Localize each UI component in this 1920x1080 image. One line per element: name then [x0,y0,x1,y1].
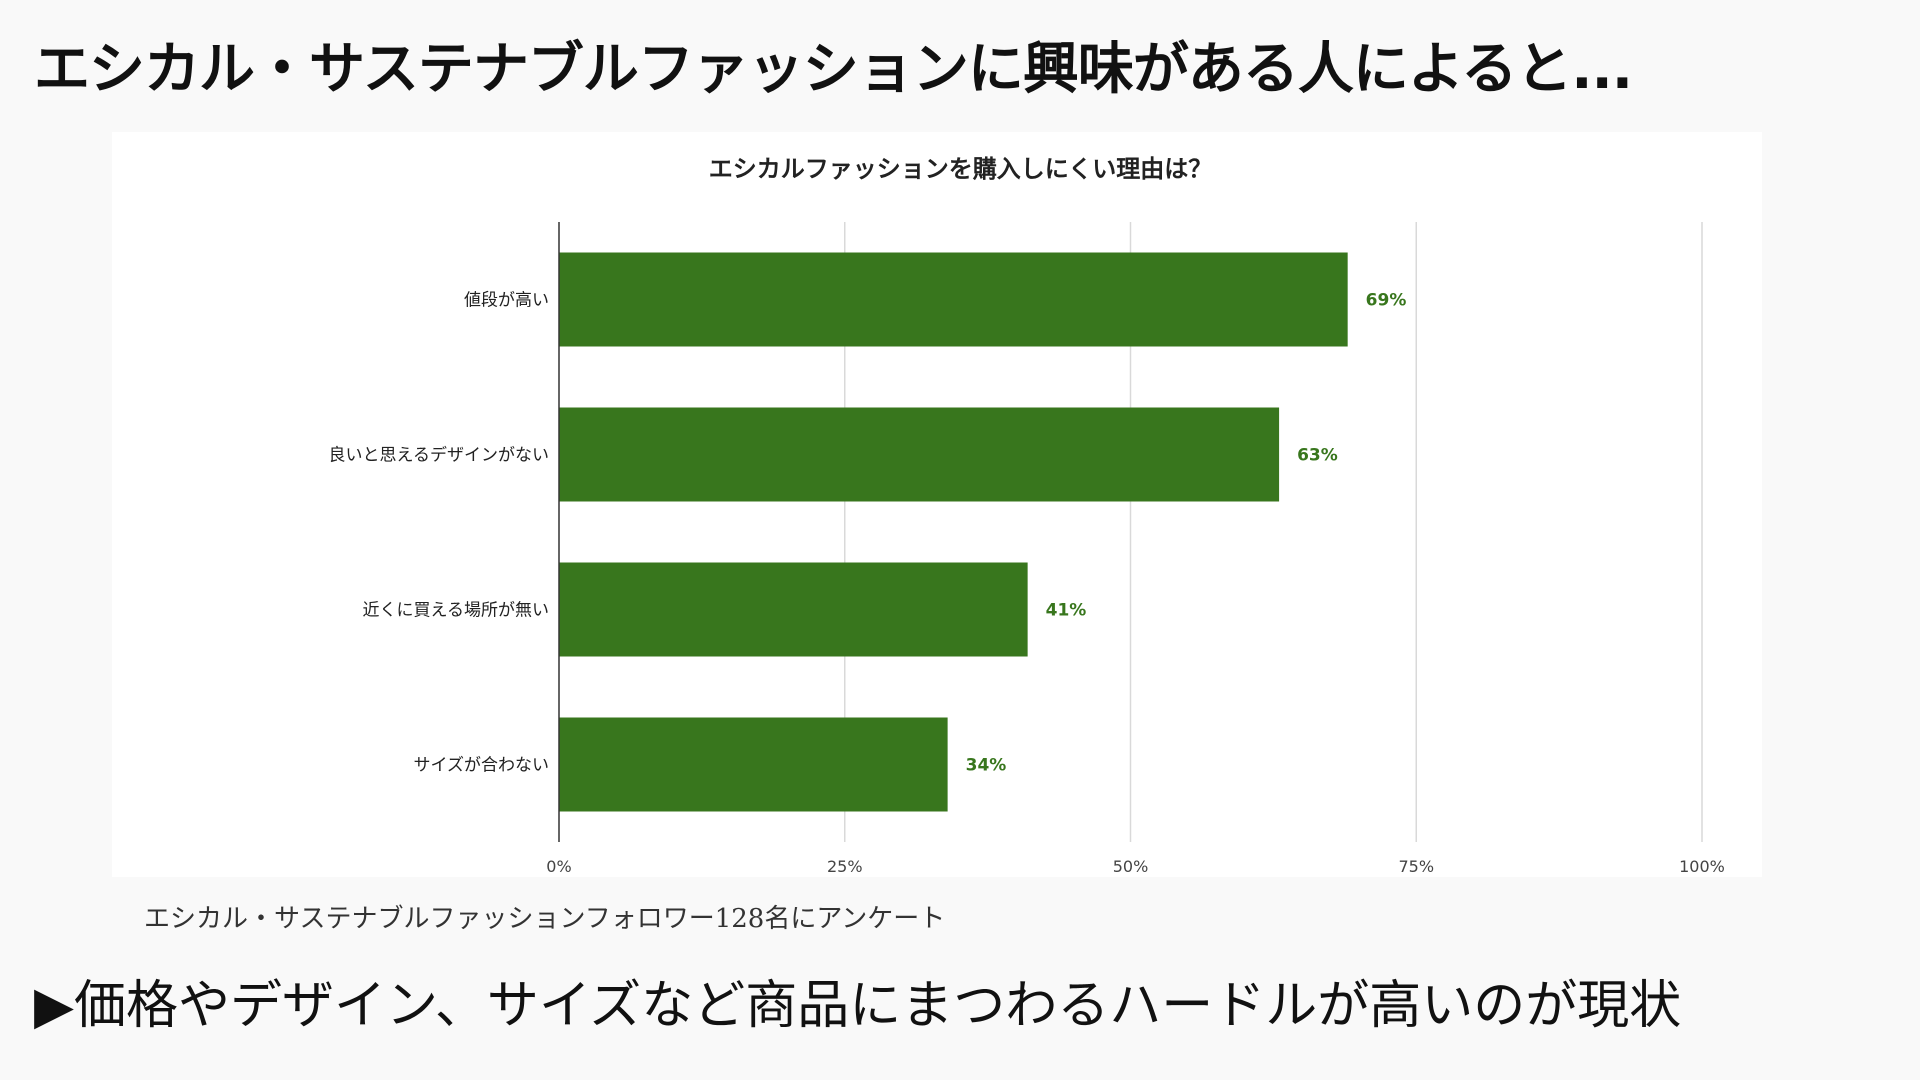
data-label: 34% [966,756,1007,776]
chart-card: エシカルファッションを購入しにくい理由は？ 0% 25% 50% 75% 100% 値段が高… [112,132,1762,877]
bar [559,717,948,812]
chart-title: エシカルファッションを購入しにくい理由は？ [709,155,1213,183]
x-tick-label: 75% [1398,857,1434,876]
category-label: 値段が高い [464,291,549,311]
category-label: サイズが合わない [414,756,550,776]
data-label: 41% [1046,601,1087,621]
data-label: 69% [1366,291,1407,311]
x-tick-label: 0% [546,857,571,876]
bar-chart: エシカルファッションを購入しにくい理由は？ 0% 25% 50% 75% 100% 値段が高… [329,155,1725,876]
data-label: 63% [1297,446,1338,466]
bar [559,562,1028,657]
survey-source-note: エシカル・サステナブルファッションフォロワー128名にアンケート [144,904,946,934]
category-label: 近くに買える場所が無い [363,601,550,621]
x-tick-label: 50% [1113,857,1149,876]
x-tick-label: 100% [1679,857,1725,876]
x-tick-label: 25% [827,857,863,876]
category-label: 良いと思えるデザインがない [329,445,550,466]
bar [559,252,1348,347]
page-heading: エシカル・サステナブルファッションに興味がある人によると... [34,37,1633,102]
bar [559,407,1280,502]
conclusion-text: ▶価格やデザイン、サイズなど商品にまつわるハードルが高いのが現状 [34,976,1682,1036]
